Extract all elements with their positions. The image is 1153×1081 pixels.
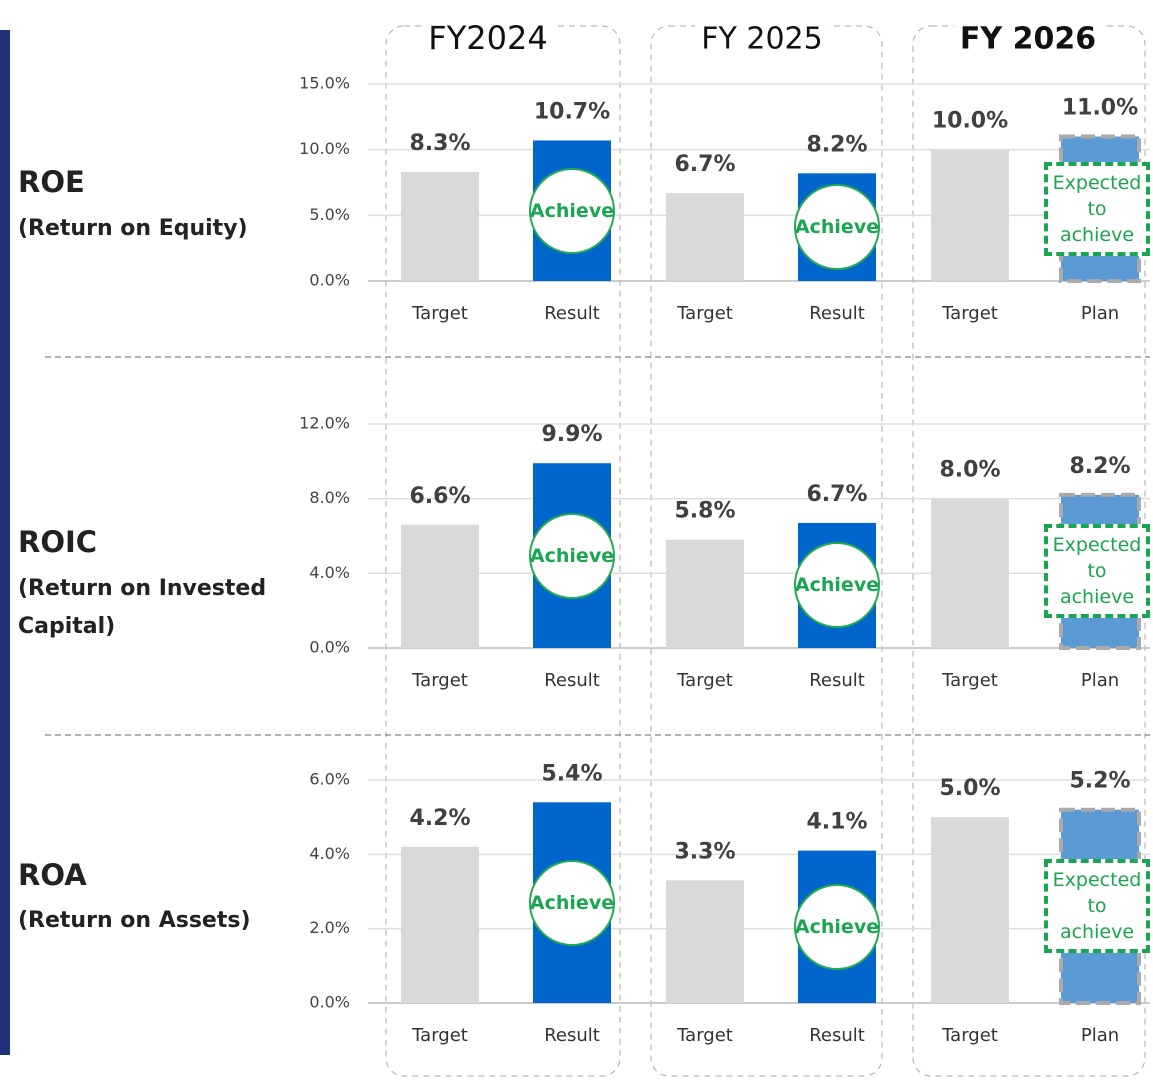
value-label: 3.3% xyxy=(674,839,735,864)
x-tick-label: Result xyxy=(544,670,600,691)
y-tick-label: 0.0% xyxy=(309,271,350,290)
y-tick-label: 15.0% xyxy=(299,74,350,93)
x-tick-label: Target xyxy=(676,1025,733,1046)
x-tick-label: Plan xyxy=(1081,670,1119,691)
achieve-badge: Achieve xyxy=(529,167,615,254)
metric-subtitle: (Return on Invested Capital) xyxy=(18,576,267,639)
value-label: 5.8% xyxy=(674,499,735,524)
y-tick-label: 5.0% xyxy=(309,205,350,224)
metric-title: ROE xyxy=(18,165,85,199)
x-tick-label: Target xyxy=(676,303,733,324)
y-tick-label: 4.0% xyxy=(309,563,350,582)
value-label: 6.6% xyxy=(409,484,470,509)
value-label: 8.0% xyxy=(939,458,1000,483)
y-tick-label: 2.0% xyxy=(309,918,350,937)
y-tick-label: 8.0% xyxy=(309,488,350,507)
x-tick-label: Target xyxy=(676,670,733,691)
y-tick-label: 6.0% xyxy=(309,770,350,789)
achieve-badge: Achieve xyxy=(529,512,615,599)
header-bg xyxy=(695,20,829,32)
value-label: 5.2% xyxy=(1069,769,1130,794)
y-tick-label: 12.0% xyxy=(299,414,350,433)
x-tick-label: Target xyxy=(941,670,998,691)
bar xyxy=(666,880,744,1003)
value-label: 8.2% xyxy=(1069,454,1130,479)
value-label: 5.4% xyxy=(541,761,602,786)
x-tick-label: Result xyxy=(544,1025,600,1046)
value-label: 11.0% xyxy=(1062,96,1138,121)
y-tick-label: 10.0% xyxy=(299,139,350,158)
bar xyxy=(401,846,479,1003)
value-label: 4.1% xyxy=(806,810,867,835)
header-bg xyxy=(422,20,554,32)
y-tick-label: 0.0% xyxy=(309,638,350,657)
x-tick-label: Target xyxy=(411,303,468,324)
group-box xyxy=(650,25,883,1077)
achieve-badge: Achieve xyxy=(794,184,880,271)
metric-title: ROIC xyxy=(18,525,98,559)
x-tick-label: Plan xyxy=(1081,1025,1119,1046)
column-header: FY 2025 xyxy=(701,22,822,57)
expected-box: Expected to achieve xyxy=(1044,161,1150,256)
metric-subtitle: (Return on Equity) xyxy=(18,216,248,241)
value-label: 10.0% xyxy=(932,109,1008,134)
y-tick-label: 4.0% xyxy=(309,844,350,863)
bar xyxy=(931,817,1009,1003)
header-bg xyxy=(953,20,1103,32)
x-tick-label: Result xyxy=(809,670,865,691)
bar xyxy=(666,193,744,281)
x-tick-label: Target xyxy=(411,1025,468,1046)
x-tick-label: Result xyxy=(544,303,600,324)
x-tick-label: Result xyxy=(809,303,865,324)
x-tick-label: Target xyxy=(941,1025,998,1046)
bar xyxy=(666,539,744,648)
value-label: 8.3% xyxy=(409,131,470,156)
value-label: 9.9% xyxy=(541,422,602,447)
expected-box: Expected to achieve xyxy=(1044,524,1150,619)
metric-subtitle: (Return on Assets) xyxy=(18,908,251,933)
bar xyxy=(931,498,1009,648)
value-label: 8.2% xyxy=(806,132,867,157)
y-tick-label: 0.0% xyxy=(309,993,350,1012)
left-border xyxy=(0,30,10,1055)
achieve-badge: Achieve xyxy=(794,883,880,970)
bar xyxy=(401,524,479,648)
x-tick-label: Target xyxy=(411,670,468,691)
expected-box: Expected to achieve xyxy=(1044,859,1150,954)
bar xyxy=(931,149,1009,281)
x-tick-label: Plan xyxy=(1081,303,1119,324)
x-tick-label: Target xyxy=(941,303,998,324)
achieve-badge: Achieve xyxy=(529,859,615,946)
bar xyxy=(401,171,479,281)
metric-title: ROA xyxy=(18,858,87,892)
x-tick-label: Result xyxy=(809,1025,865,1046)
value-label: 4.2% xyxy=(409,806,470,831)
achieve-badge: Achieve xyxy=(794,542,880,629)
value-label: 6.7% xyxy=(674,152,735,177)
column-header: FY2024 xyxy=(428,19,547,57)
value-label: 6.7% xyxy=(806,482,867,507)
column-header: FY 2026 xyxy=(960,22,1096,57)
value-label: 10.7% xyxy=(534,99,610,124)
value-label: 5.0% xyxy=(939,776,1000,801)
